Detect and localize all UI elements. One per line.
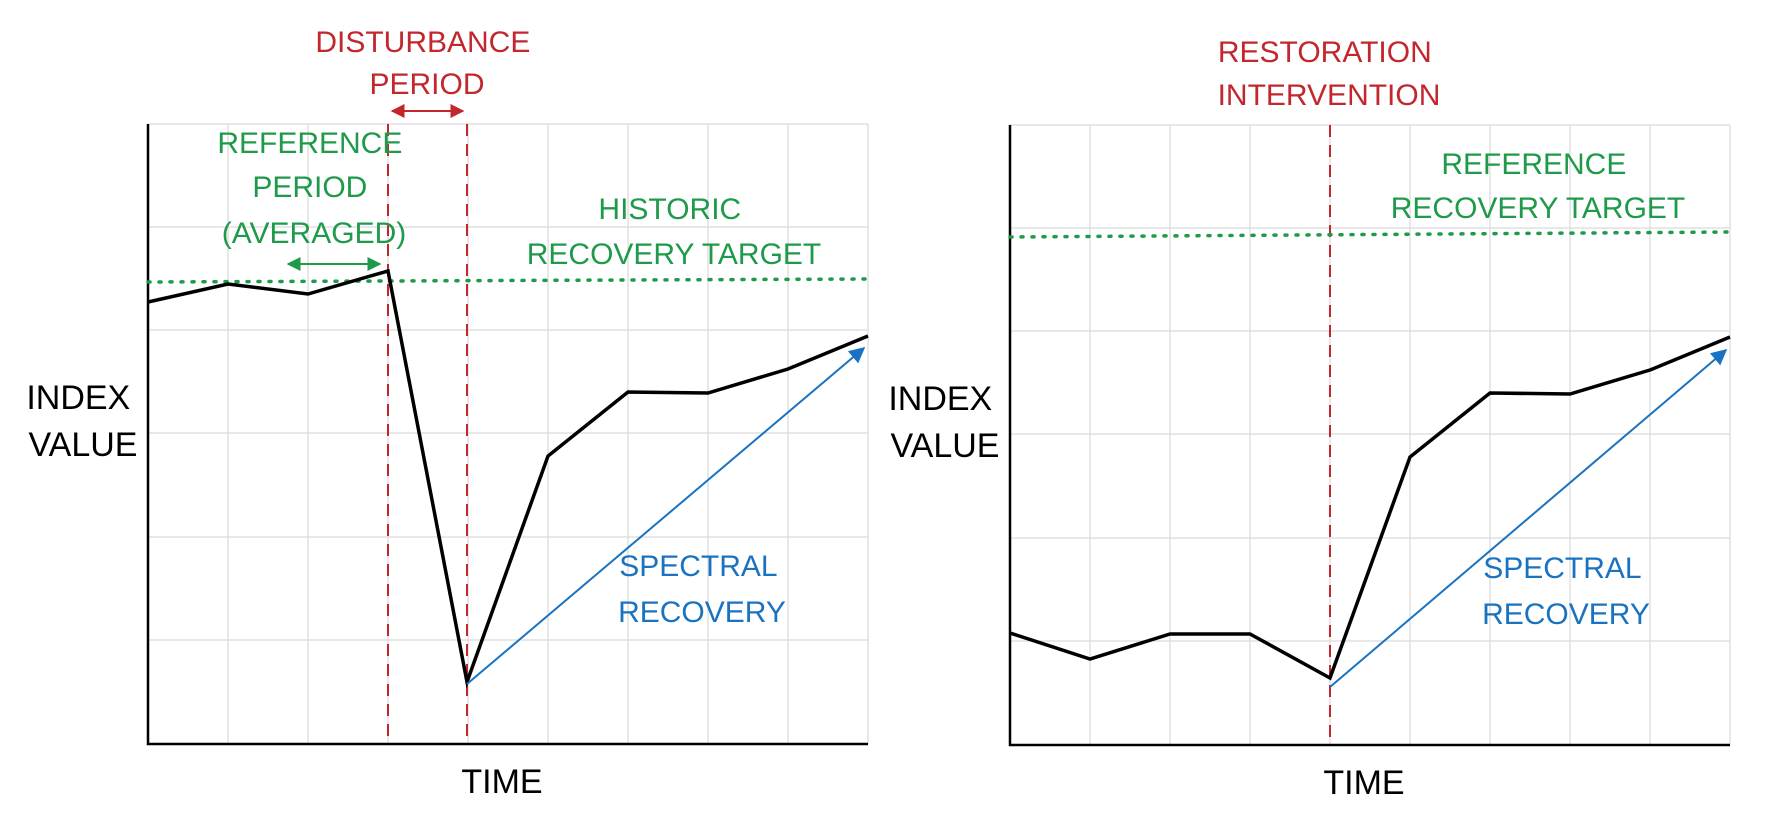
index-value-line-left: [147, 268, 869, 689]
reference-recovery-target-line: [1008, 230, 1732, 239]
grid-left: [148, 123, 869, 744]
x-axis-label-left: TIME: [461, 763, 542, 801]
panel-restoration: RESTORATION INTERVENTION REFERENCE RECOV…: [888, 36, 1732, 802]
spectral-recovery-label-left: SPECTRAL RECOVERY: [618, 550, 786, 629]
restoration-intervention-label: RESTORATION INTERVENTION: [1218, 36, 1441, 112]
y-axis-label-left: INDEX VALUE: [26, 379, 139, 464]
historic-recovery-target-line: [146, 277, 870, 284]
spectral-recovery-arrow-left: [466, 346, 866, 685]
axes-left: [146, 124, 868, 746]
spectral-recovery-arrow-right: [1329, 348, 1728, 688]
axes-right: [1008, 125, 1730, 747]
reference-period-label: REFERENCE PERIOD (AVERAGED): [217, 127, 410, 250]
y-axis-label-right: INDEX VALUE: [888, 380, 1001, 465]
historic-recovery-target-label: HISTORIC RECOVERY TARGET: [527, 193, 822, 271]
panel-disturbance: DISTURBANCE PERIOD REFERENCE PERIOD (AVE…: [26, 26, 870, 801]
reference-recovery-target-label: REFERENCE RECOVERY TARGET: [1391, 148, 1686, 225]
spectral-recovery-label-right: SPECTRAL RECOVERY: [1482, 552, 1650, 631]
index-value-line-right: [1009, 335, 1731, 681]
x-axis-label-right: TIME: [1323, 764, 1404, 802]
disturbance-period-label: DISTURBANCE PERIOD: [315, 26, 538, 101]
